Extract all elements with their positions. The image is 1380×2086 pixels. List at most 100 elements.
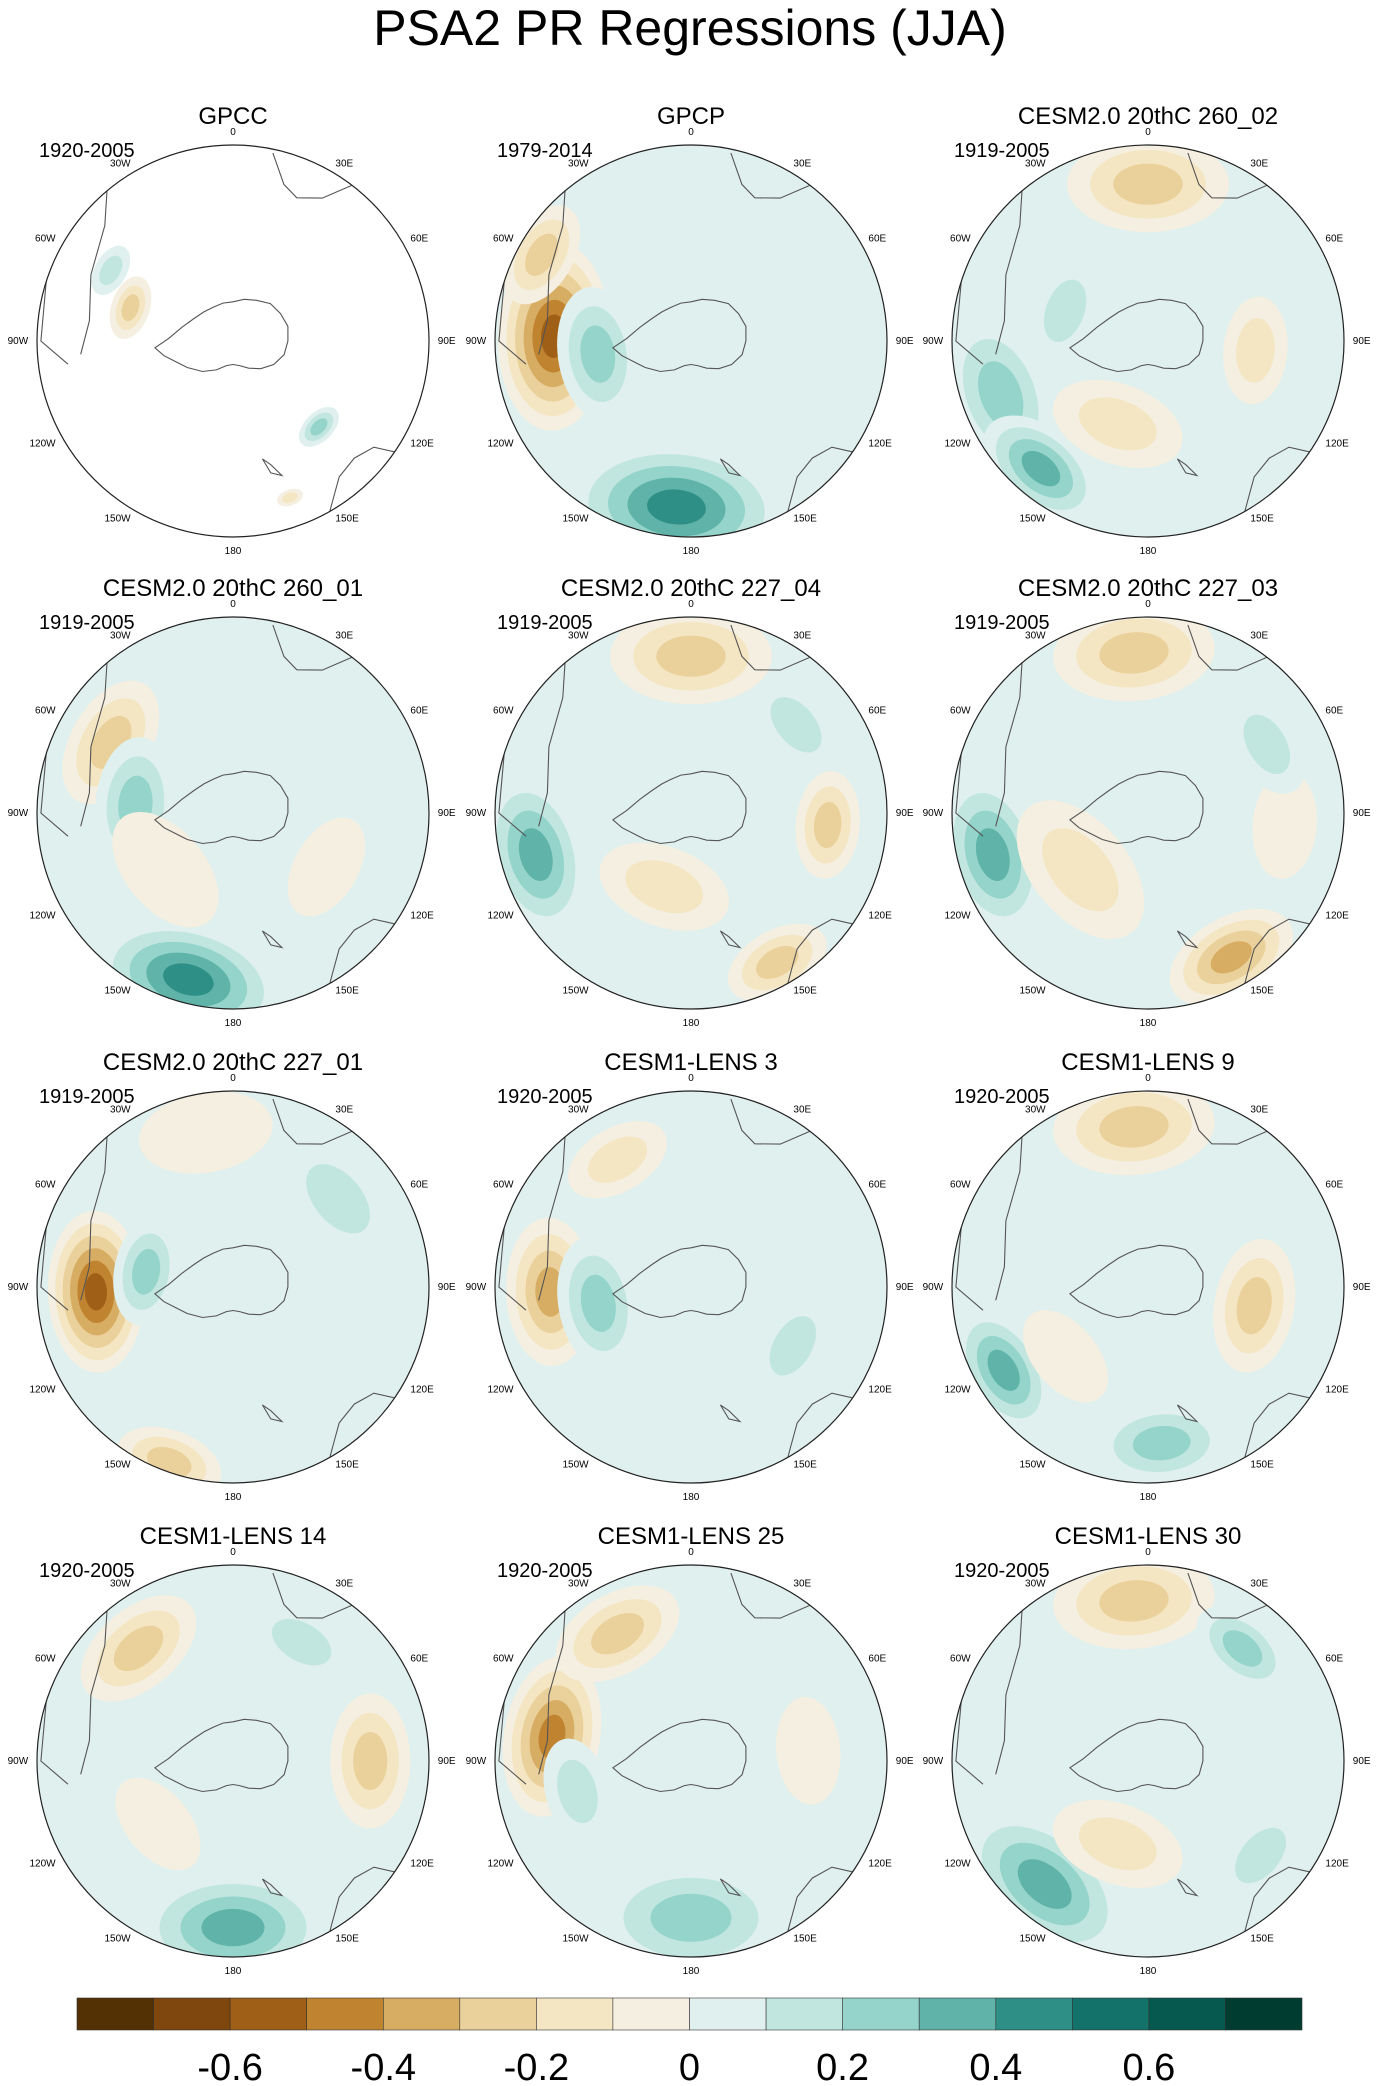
longitude-label: 0 xyxy=(230,599,236,610)
longitude-label: 60E xyxy=(868,1654,886,1665)
australia-coastline xyxy=(785,446,857,520)
anomaly-contour xyxy=(1222,1630,1263,1667)
anomaly-contour xyxy=(353,1732,388,1790)
africa-coastline xyxy=(730,1098,815,1145)
longitude-label: 120W xyxy=(944,1858,971,1869)
longitude-label: 90W xyxy=(8,1282,29,1293)
longitude-label: 30E xyxy=(793,159,811,170)
longitude-label: 90W xyxy=(8,336,29,347)
longitude-label: 30E xyxy=(335,1579,353,1590)
colorbar: -0.6 -0.4 -0.2 0 0.2 0.4 0.6 xyxy=(76,1997,1303,2086)
anomaly-contour xyxy=(310,418,328,436)
new-zealand-coastline xyxy=(261,930,284,949)
longitude-label: 90E xyxy=(896,1756,914,1767)
longitude-label: 120E xyxy=(410,1858,434,1869)
coastlines xyxy=(498,1098,857,1466)
africa-coastline xyxy=(272,624,357,671)
longitude-label: 30E xyxy=(335,1105,353,1116)
anomaly-contour xyxy=(1252,771,1317,879)
new-zealand-coastline xyxy=(719,1404,742,1423)
australia-coastline xyxy=(327,446,399,520)
new-zealand-coastline xyxy=(1176,930,1199,949)
anomaly-contour xyxy=(591,1613,644,1655)
africa-coastline xyxy=(1187,1572,1272,1619)
africa-coastline xyxy=(1187,1098,1272,1145)
longitude-label: 150E xyxy=(793,513,817,524)
longitude-label: 120E xyxy=(1325,1858,1349,1869)
longitude-label: 60E xyxy=(1325,1180,1343,1191)
longitude-label: 90E xyxy=(438,336,456,347)
longitude-label: 120E xyxy=(868,1384,892,1395)
longitude-label: 150W xyxy=(562,513,589,524)
map-panel: CESM2.0 20thC 260_02 1919-2005 0 30E 60E 90E 1… xyxy=(923,103,1371,557)
anomaly-contour xyxy=(975,828,1010,882)
longitude-label: 90E xyxy=(1353,336,1371,347)
australia-coastline xyxy=(1242,1392,1314,1466)
anomaly-contour xyxy=(712,169,851,297)
longitude-label: 30E xyxy=(793,1579,811,1590)
longitude-label: 120E xyxy=(868,438,892,449)
anomaly-field xyxy=(505,1121,832,1465)
colorbar-tick-label: -0.2 xyxy=(504,2047,569,2086)
longitude-label: 150E xyxy=(1250,513,1274,524)
longitude-label: 150E xyxy=(335,985,359,996)
map-panel: CESM2.0 20thC 227_04 1919-2005 0 30E 60E 90E 1… xyxy=(466,575,914,1029)
africa-coastline xyxy=(272,1098,357,1145)
longitude-label: 30W xyxy=(110,1579,131,1590)
longitude-label: 180 xyxy=(225,1966,242,1977)
anomaly-contour xyxy=(99,255,123,286)
anomaly-contour xyxy=(113,1625,164,1672)
longitude-label: 30E xyxy=(793,1105,811,1116)
longitude-label: 180 xyxy=(225,1492,242,1503)
africa-coastline xyxy=(1187,624,1272,671)
colorbar-tick-label: -0.4 xyxy=(351,2047,416,2086)
longitude-label: 180 xyxy=(683,546,700,557)
panel-title: CESM1-LENS 9 xyxy=(1061,1049,1234,1076)
anomaly-contour xyxy=(756,945,799,979)
longitude-label: 30E xyxy=(1250,1579,1268,1590)
longitude-label: 120E xyxy=(410,1384,434,1395)
panel-period: 1919-2005 xyxy=(954,140,1050,162)
longitude-label: 60E xyxy=(868,234,886,245)
longitude-label: 150E xyxy=(1250,985,1274,996)
anomaly-contour xyxy=(295,678,381,771)
longitude-label: 60E xyxy=(1325,1654,1343,1665)
longitude-label: 30E xyxy=(1250,631,1268,642)
longitude-label: 120W xyxy=(944,1384,971,1395)
anomaly-contour xyxy=(1017,1859,1072,1909)
colorbar-swatch xyxy=(229,1997,308,2031)
antarctica-coastline xyxy=(153,1244,289,1319)
anomaly-field xyxy=(47,1091,392,1483)
panel-period: 1919-2005 xyxy=(39,612,135,634)
anomaly-contour xyxy=(1099,632,1169,674)
longitude-label: 150W xyxy=(1019,513,1046,524)
map-border xyxy=(494,144,888,538)
panel-title: GPCC xyxy=(198,103,267,130)
longitude-label: 150W xyxy=(1019,1933,1046,1944)
longitude-label: 90W xyxy=(8,808,29,819)
longitude-label: 180 xyxy=(1140,1018,1157,1029)
longitude-label: 60W xyxy=(35,1654,56,1665)
longitude-label: 60E xyxy=(410,1654,428,1665)
australia-coastline xyxy=(1242,1866,1314,1940)
map-border xyxy=(494,1564,888,1958)
antarctica-coastline xyxy=(153,1718,289,1793)
longitude-label: 60W xyxy=(493,706,514,717)
africa-coastline xyxy=(730,152,815,199)
anomaly-contour xyxy=(1099,1106,1169,1148)
anomaly-contour xyxy=(1210,941,1252,974)
longitude-label: 150W xyxy=(562,1933,589,1944)
longitude-label: 150W xyxy=(562,985,589,996)
anomaly-contour xyxy=(518,828,553,882)
anomaly-contour xyxy=(587,1136,648,1183)
longitude-label: 150E xyxy=(793,1459,817,1470)
antarctica-coastline xyxy=(611,1244,747,1319)
australia-coastline xyxy=(327,1392,399,1466)
panel-period: 1919-2005 xyxy=(954,612,1050,634)
longitude-label: 90E xyxy=(438,1282,456,1293)
longitude-label: 120W xyxy=(944,438,971,449)
colorbar-swatch xyxy=(918,1997,997,2031)
longitude-label: 90E xyxy=(438,1756,456,1767)
longitude-label: 120W xyxy=(29,1384,56,1395)
